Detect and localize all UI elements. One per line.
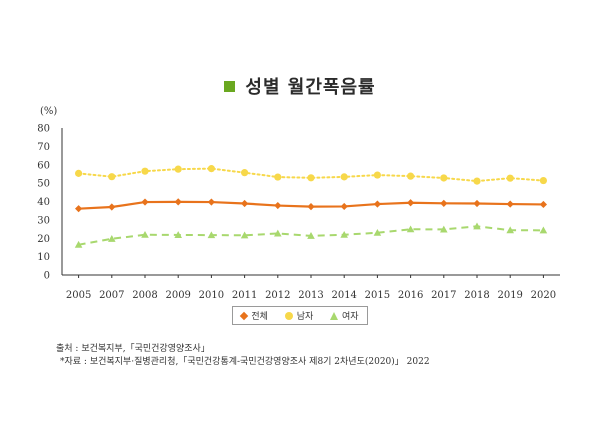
- y-tick-label: 10: [37, 252, 50, 263]
- chart-title-text: 성별 월간폭음률: [245, 77, 376, 98]
- x-tick-label: 2010: [199, 290, 224, 301]
- y-tick-label: 80: [37, 124, 50, 135]
- title-square-icon: [224, 80, 236, 92]
- data-point-male: [440, 174, 448, 182]
- data-point-male: [340, 173, 348, 181]
- data-point-total: [274, 201, 282, 210]
- x-tick-label: 2009: [165, 290, 190, 301]
- data-point-male: [108, 173, 116, 181]
- data-point-female: [406, 225, 415, 233]
- data-point-female: [174, 231, 182, 238]
- data-point-total: [539, 200, 547, 209]
- diamond-icon: [240, 311, 249, 320]
- triangle-icon: [330, 311, 339, 320]
- x-tick-label: 2015: [365, 290, 390, 301]
- x-tick-label: 2019: [497, 290, 522, 301]
- y-axis: (%) 0 10 20 30 40 50 60 70 80: [37, 106, 63, 282]
- x-tick-label: 2012: [265, 290, 290, 301]
- data-point-total: [373, 200, 381, 208]
- x-tick-label: 2011: [232, 290, 257, 301]
- y-axis-unit-label: (%): [40, 106, 57, 117]
- data-point-male: [75, 169, 83, 177]
- data-point-female: [274, 229, 282, 237]
- data-point-female: [240, 231, 249, 239]
- data-point-male: [473, 177, 481, 185]
- data-point-total: [141, 198, 149, 206]
- x-tick-label: 2017: [431, 290, 456, 301]
- data-point-total: [440, 199, 448, 207]
- data-point-male: [373, 171, 381, 179]
- y-tick-label: 0: [44, 271, 50, 282]
- legend-item-female: 여자: [330, 309, 359, 322]
- data-point-total: [207, 198, 215, 206]
- series-layer: [74, 165, 548, 248]
- legend-label-total: 전체: [251, 312, 268, 322]
- data-point-female: [307, 232, 315, 239]
- data-point-female: [473, 222, 481, 230]
- x-tick-label: 2018: [464, 290, 489, 301]
- data-point-female: [440, 225, 448, 233]
- x-tick-label: 2014: [331, 290, 356, 301]
- data-point-total: [241, 199, 249, 208]
- data-point-total: [506, 200, 514, 208]
- x-axis: 2005 2007 2008 2009 2010 2011 2012 2013 2014 2015…: [62, 274, 560, 301]
- data-point-male: [274, 173, 282, 181]
- x-tick-label: 2013: [298, 290, 323, 301]
- y-tick-label: 30: [37, 215, 50, 226]
- data-point-female: [141, 230, 149, 238]
- x-tick-label: 2005: [66, 290, 91, 301]
- data-point-female: [207, 231, 216, 239]
- data-point-male: [141, 167, 149, 175]
- data-point-total: [174, 198, 182, 206]
- y-tick-label: 50: [37, 179, 50, 190]
- data-point-male: [207, 165, 215, 173]
- data-point-female: [108, 235, 116, 242]
- circle-icon: [284, 311, 293, 320]
- legend-label-female: 여자: [342, 312, 359, 322]
- data-point-male: [307, 174, 315, 182]
- source-line-1: 출처 : 보건복지부,「국민건강영양조사」: [56, 344, 210, 354]
- chart-title: 성별 월간폭음률: [0, 72, 600, 100]
- data-point-total: [473, 199, 481, 208]
- y-tick-label: 40: [37, 197, 50, 208]
- y-tick-label: 60: [37, 160, 50, 171]
- data-point-male: [174, 165, 182, 173]
- data-point-male: [506, 174, 514, 182]
- data-point-female: [340, 230, 348, 238]
- data-point-total: [307, 203, 315, 211]
- data-point-total: [340, 202, 348, 211]
- data-point-female: [539, 226, 548, 234]
- legend-item-male: 남자: [284, 309, 314, 322]
- legend: 전체 남자 여자: [232, 306, 368, 325]
- legend-label-male: 남자: [296, 312, 314, 322]
- x-tick-label: 2008: [132, 290, 157, 301]
- x-tick-label: 2020: [531, 290, 556, 301]
- source-note: 출처 : 보건복지부,「국민건강영양조사」 *자료 : 보건복지부·질병관리청,…: [56, 343, 430, 369]
- y-tick-label: 20: [37, 234, 50, 245]
- y-tick-label: 70: [37, 142, 50, 153]
- x-tick-label: 2016: [398, 290, 423, 301]
- data-point-total: [75, 205, 83, 213]
- legend-item-total: 전체: [240, 309, 268, 322]
- data-point-female: [373, 228, 382, 236]
- data-point-male: [407, 172, 415, 180]
- data-point-male: [241, 169, 249, 177]
- data-point-female: [506, 226, 514, 234]
- x-tick-label: 2007: [99, 290, 124, 301]
- data-point-male: [539, 176, 548, 185]
- data-point-total: [407, 199, 415, 207]
- data-point-female: [74, 240, 83, 248]
- source-line-2: *자료 : 보건복지부·질병관리청,「국민건강통계-국민건강영양조사 제8기 2…: [60, 357, 430, 367]
- data-point-total: [108, 203, 116, 211]
